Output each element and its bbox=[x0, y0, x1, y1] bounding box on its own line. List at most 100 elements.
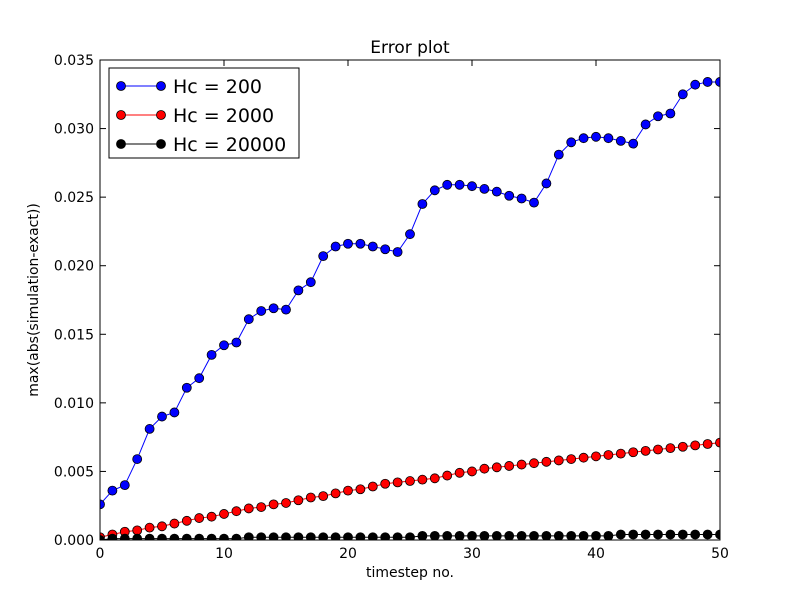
data-point bbox=[603, 133, 614, 144]
chart-title: Error plot bbox=[370, 38, 450, 58]
data-point bbox=[553, 149, 564, 160]
data-point bbox=[100, 499, 105, 510]
data-point bbox=[119, 533, 130, 540]
data-point bbox=[355, 532, 366, 540]
data-point bbox=[491, 462, 502, 473]
data-point bbox=[640, 529, 651, 540]
data-point bbox=[417, 474, 428, 485]
data-point bbox=[380, 478, 391, 489]
legend-marker bbox=[156, 139, 166, 149]
series-line bbox=[100, 442, 720, 538]
data-point bbox=[640, 445, 651, 456]
data-point bbox=[318, 532, 329, 540]
data-point bbox=[429, 530, 440, 540]
data-point bbox=[516, 530, 527, 540]
data-point bbox=[181, 515, 192, 526]
data-point bbox=[231, 533, 242, 540]
data-point bbox=[268, 532, 279, 540]
data-point bbox=[231, 506, 242, 517]
data-point bbox=[343, 238, 353, 249]
data-point bbox=[529, 197, 539, 208]
data-point bbox=[169, 533, 180, 540]
data-point bbox=[566, 530, 577, 540]
data-point bbox=[405, 229, 415, 240]
data-point bbox=[417, 199, 428, 209]
data-point bbox=[330, 488, 341, 499]
data-point bbox=[541, 530, 552, 540]
data-point bbox=[504, 530, 515, 540]
data-point bbox=[566, 137, 577, 148]
x-tick-label: 10 bbox=[215, 546, 233, 562]
legend-marker bbox=[156, 81, 166, 91]
x-tick-label: 0 bbox=[96, 546, 105, 562]
data-point bbox=[702, 529, 713, 540]
y-tick-label: 0.030 bbox=[54, 122, 94, 138]
data-point bbox=[479, 530, 490, 540]
y-tick-label: 0.020 bbox=[54, 259, 94, 275]
data-point bbox=[181, 533, 192, 540]
data-point bbox=[392, 477, 403, 488]
series-3 bbox=[100, 529, 720, 540]
legend-label: Hc = 2000 bbox=[173, 105, 274, 127]
data-point bbox=[541, 456, 552, 467]
data-point bbox=[318, 251, 329, 262]
y-tick-label: 0.035 bbox=[54, 53, 94, 69]
data-point bbox=[690, 440, 701, 451]
legend-marker bbox=[156, 110, 166, 120]
data-point bbox=[243, 314, 254, 325]
data-point bbox=[504, 461, 515, 471]
data-point bbox=[591, 451, 601, 462]
x-tick-label: 20 bbox=[339, 546, 357, 562]
data-point bbox=[343, 485, 353, 496]
data-point bbox=[256, 306, 267, 316]
data-point bbox=[392, 532, 403, 540]
data-point bbox=[578, 530, 589, 540]
data-point bbox=[132, 525, 143, 536]
data-point bbox=[591, 131, 601, 142]
y-axis-title: max(abs(simulation-exact)) bbox=[26, 203, 42, 397]
data-point bbox=[715, 437, 720, 448]
data-point bbox=[243, 532, 254, 540]
data-point bbox=[504, 190, 515, 201]
data-point bbox=[702, 439, 713, 449]
data-point bbox=[132, 454, 143, 464]
data-point bbox=[529, 530, 539, 540]
data-point bbox=[454, 530, 465, 540]
data-point bbox=[157, 521, 167, 532]
data-point bbox=[157, 533, 167, 540]
data-point bbox=[578, 133, 589, 144]
data-point bbox=[665, 443, 676, 454]
data-point bbox=[628, 447, 639, 458]
data-point bbox=[677, 89, 688, 100]
data-point bbox=[653, 111, 663, 122]
data-point bbox=[690, 79, 701, 90]
data-point bbox=[690, 529, 701, 540]
data-point bbox=[454, 467, 465, 478]
data-point bbox=[615, 529, 626, 540]
data-point bbox=[715, 529, 720, 540]
data-point bbox=[628, 138, 639, 149]
data-point bbox=[305, 492, 316, 503]
data-point bbox=[100, 535, 105, 540]
legend-marker bbox=[116, 110, 126, 120]
plot-frame bbox=[99, 59, 721, 541]
data-point bbox=[293, 285, 304, 296]
data-point bbox=[479, 184, 490, 194]
data-point bbox=[169, 407, 180, 418]
data-point bbox=[566, 454, 577, 464]
data-point bbox=[405, 532, 415, 540]
data-point bbox=[405, 476, 415, 486]
data-point bbox=[665, 108, 676, 119]
y-tick-label: 0.025 bbox=[54, 190, 94, 206]
y-tick-label: 0.015 bbox=[54, 327, 94, 343]
data-point bbox=[132, 533, 143, 540]
data-point bbox=[553, 530, 564, 540]
series-1 bbox=[100, 77, 720, 510]
x-tick-label: 30 bbox=[463, 546, 481, 562]
data-point bbox=[392, 247, 403, 257]
data-point bbox=[516, 193, 527, 204]
data-point bbox=[107, 533, 118, 540]
data-point bbox=[615, 448, 626, 459]
data-point bbox=[169, 518, 180, 529]
legend-box bbox=[108, 67, 300, 159]
